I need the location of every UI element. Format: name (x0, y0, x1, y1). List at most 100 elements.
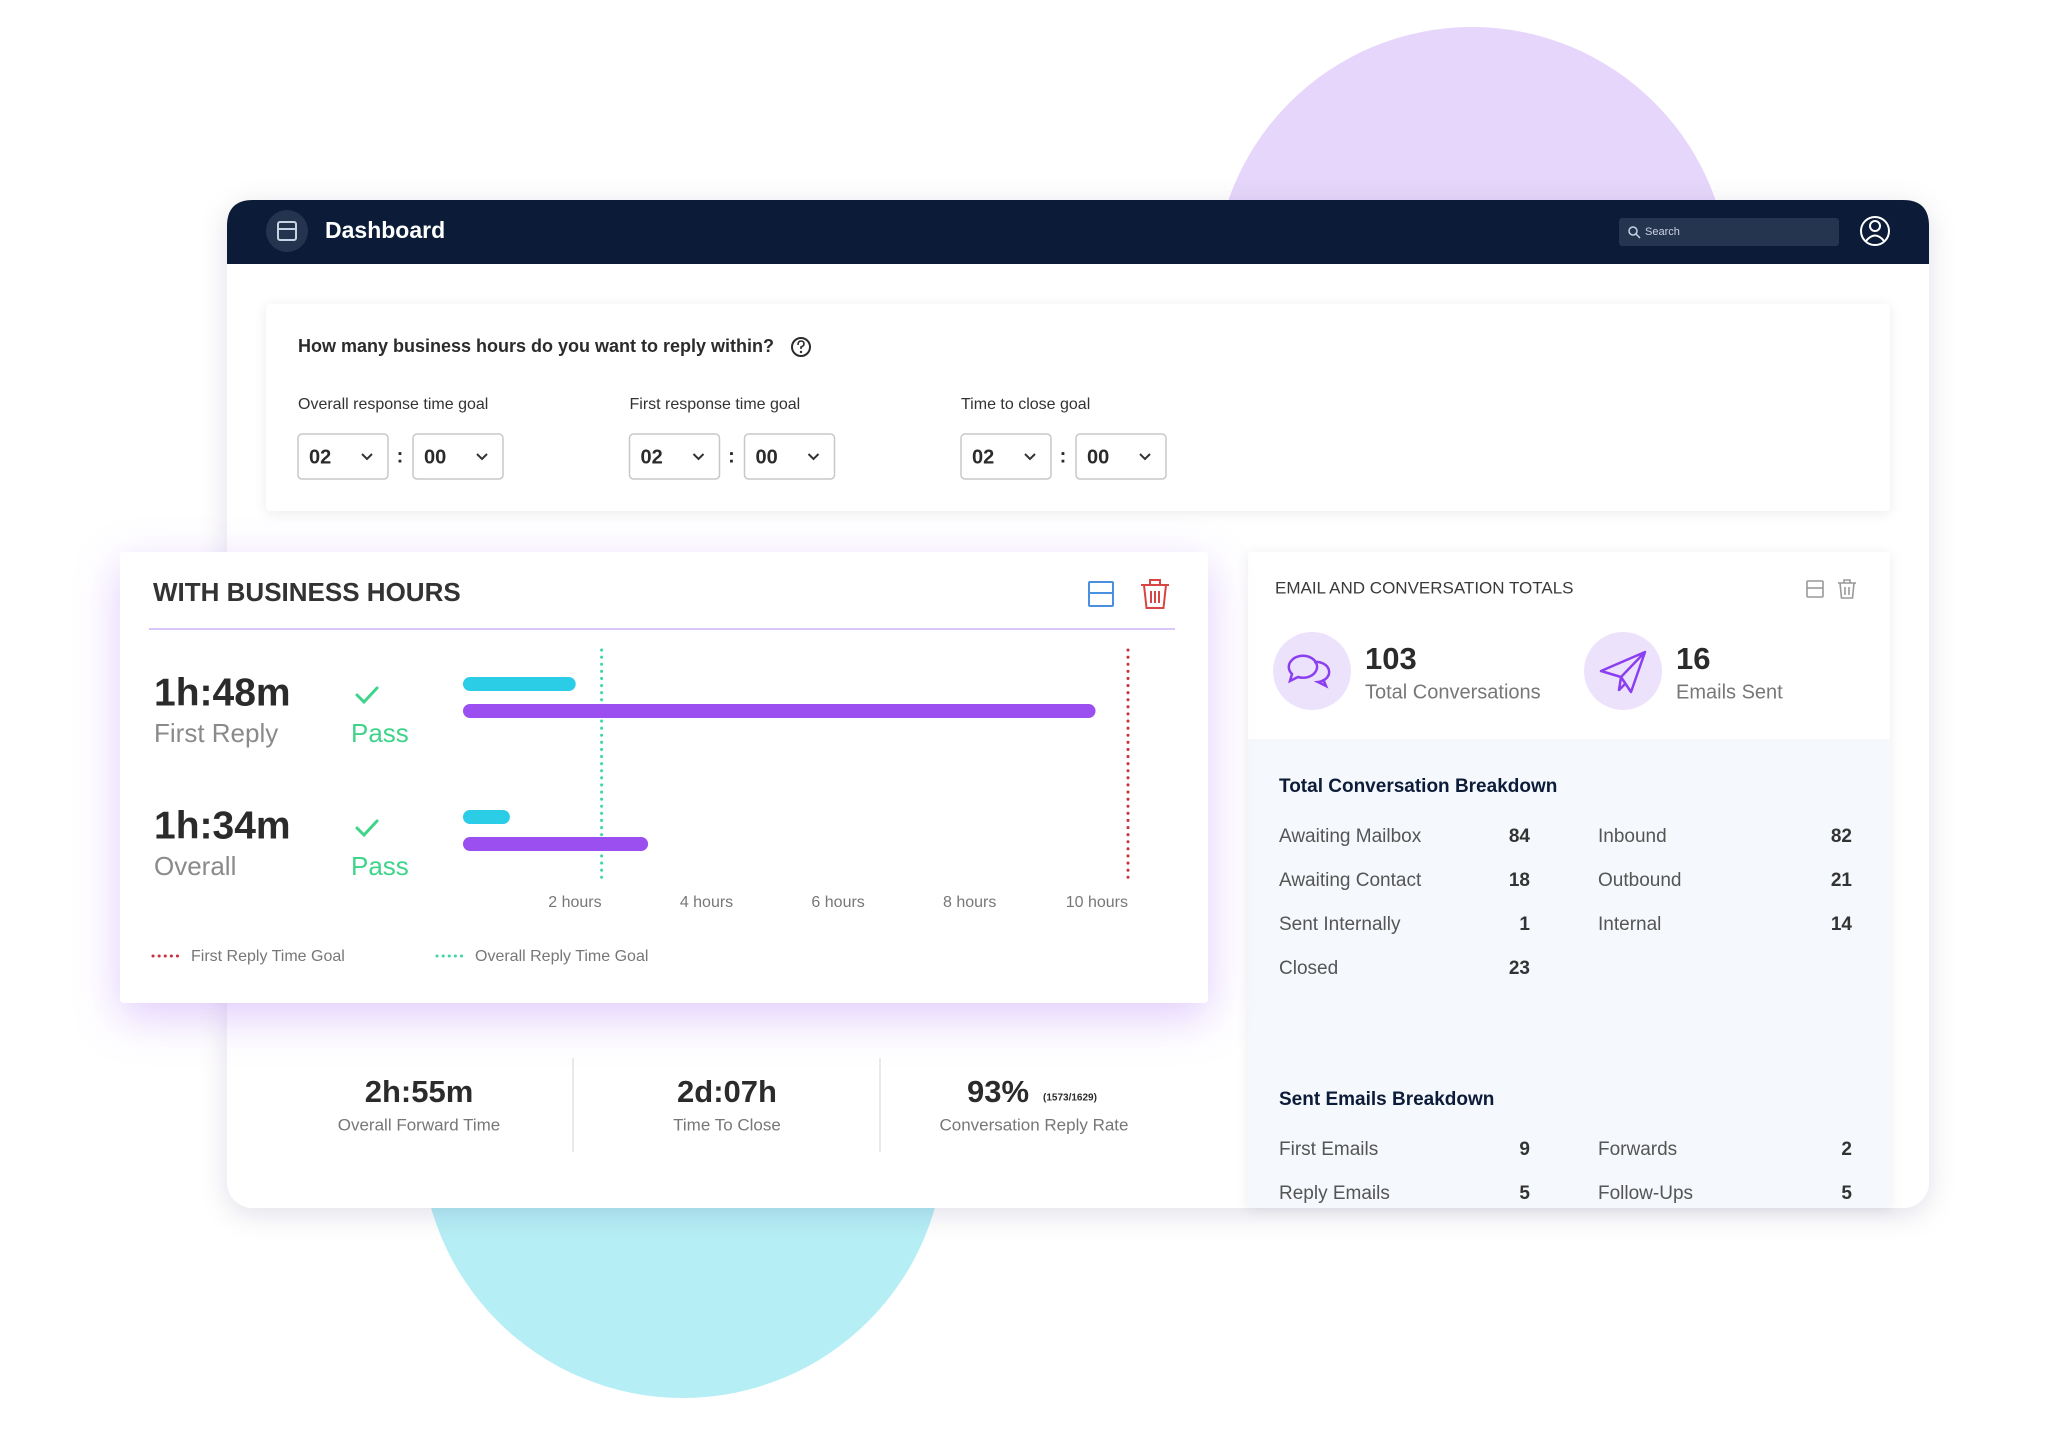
row-status: Pass (351, 718, 409, 748)
time-value: 00 (424, 446, 446, 468)
legend-label: Overall Reply Time Goal (475, 948, 648, 965)
breakdown-label: Awaiting Mailbox (1279, 826, 1422, 847)
search-box[interactable] (1619, 218, 1839, 246)
chat-icon (1287, 654, 1319, 684)
breakdown-label: First Emails (1279, 1139, 1378, 1160)
card-title: WITH BUSINESS HOURS (153, 577, 461, 607)
delete-icon[interactable] (1141, 579, 1169, 609)
breakdown-label: Closed (1279, 958, 1338, 979)
breakdown-label: Inbound (1598, 826, 1667, 847)
dashboard-icon[interactable] (266, 210, 308, 252)
delete-icon-shape (1838, 579, 1856, 599)
time-value: 00 (756, 446, 778, 468)
user-avatar-shape (1865, 234, 1885, 242)
time-separator: : (1060, 445, 1067, 467)
time-select[interactable] (1075, 433, 1167, 480)
row-label: First Reply (154, 718, 278, 748)
summary-value: 16 (1676, 641, 1710, 676)
stat-label: Time To Close (673, 1115, 781, 1134)
summary-value: 103 (1365, 641, 1417, 676)
chevron (692, 453, 705, 461)
time-value: 02 (641, 446, 663, 468)
user-avatar[interactable] (1860, 216, 1890, 246)
time-select[interactable] (743, 433, 836, 480)
layout-icon[interactable] (1806, 580, 1824, 598)
chevron (1139, 453, 1151, 461)
breakdown-title: Sent Emails Breakdown (1279, 1089, 1494, 1110)
send-icon (1599, 650, 1647, 694)
summary-label: Emails Sent (1676, 681, 1783, 703)
check-icon (355, 819, 379, 838)
dashboard-icon-shape (277, 221, 297, 241)
breakdown-value: 18 (1509, 870, 1530, 891)
check-icon (355, 686, 379, 705)
breakdown-label: Awaiting Contact (1279, 870, 1422, 891)
x-tick-label: 2 hours (548, 894, 601, 911)
breakdown-label: Outbound (1598, 870, 1681, 891)
user-avatar-shape (1869, 220, 1881, 232)
breakdown-value: 1 (1519, 914, 1530, 935)
time-value: 02 (972, 446, 994, 468)
help-icon-shape (799, 350, 803, 354)
time-value: 02 (309, 446, 331, 468)
breakdown-value: 2 (1841, 1139, 1852, 1160)
breakdown-value: 5 (1841, 1183, 1852, 1204)
goal-label: First response time goal (630, 396, 801, 413)
stat-label: Overall Forward Time (338, 1115, 500, 1134)
row-value: 1h:48m (154, 671, 291, 714)
x-tick-label: 4 hours (680, 894, 733, 911)
breakdown-value: 84 (1509, 826, 1531, 847)
time-select[interactable] (960, 433, 1052, 480)
totals-title: EMAIL AND CONVERSATION TOTALS (1275, 578, 1574, 597)
help-icon-shape (797, 340, 805, 349)
delete-icon-shape (1141, 579, 1169, 609)
stat-detail: (1573/1629) (1043, 1093, 1097, 1104)
stat-value: 2d:07h (677, 1074, 777, 1109)
row-status: Pass (351, 851, 409, 881)
x-tick-label: 8 hours (943, 894, 996, 911)
header-bar (227, 200, 1929, 264)
time-separator: : (728, 445, 735, 467)
time-select[interactable] (297, 433, 389, 480)
breakdown-value: 9 (1519, 1139, 1530, 1160)
breakdown-value: 21 (1831, 870, 1853, 891)
summary-icon-bg (1273, 632, 1351, 710)
breakdown-label: Sent Internally (1279, 914, 1401, 935)
chat-icon (1313, 660, 1331, 689)
legend-label: First Reply Time Goal (191, 948, 345, 965)
row-value: 1h:34m (154, 804, 291, 847)
time-value: 00 (1087, 446, 1109, 468)
delete-icon[interactable] (1838, 579, 1856, 599)
search-placeholder: Search (1645, 226, 1680, 238)
chevron (361, 453, 373, 461)
business-hours-card (120, 552, 1208, 1003)
totals-header (1248, 552, 1890, 739)
layout-icon-shape (1806, 580, 1824, 598)
summary-label: Total Conversations (1365, 681, 1541, 703)
chevron (807, 453, 820, 461)
breakdown-label: Follow-Ups (1598, 1183, 1693, 1204)
breakdown-value: 23 (1509, 958, 1530, 979)
summary-icon-bg (1584, 632, 1662, 710)
help-icon[interactable] (791, 337, 811, 357)
page-title: Dashboard (325, 217, 445, 243)
time-select[interactable] (412, 433, 504, 480)
breakdown-label: Reply Emails (1279, 1183, 1390, 1204)
x-tick-label: 10 hours (1066, 894, 1128, 911)
search-icon (1635, 233, 1641, 239)
row-label: Overall (154, 851, 236, 881)
stat-value: 2h:55m (365, 1074, 474, 1109)
breakdown-title: Total Conversation Breakdown (1279, 776, 1557, 797)
goal-label: Time to close goal (961, 396, 1090, 413)
breakdown-value: 82 (1831, 826, 1852, 847)
chevron (1024, 453, 1036, 461)
breakdown-label: Forwards (1598, 1139, 1677, 1160)
breakdown-value: 14 (1831, 914, 1853, 935)
time-separator: : (397, 445, 404, 467)
goal-question: How many business hours do you want to r… (298, 336, 774, 356)
layout-icon[interactable] (1088, 581, 1114, 607)
time-select[interactable] (628, 433, 721, 480)
breakdown-value: 5 (1519, 1183, 1530, 1204)
